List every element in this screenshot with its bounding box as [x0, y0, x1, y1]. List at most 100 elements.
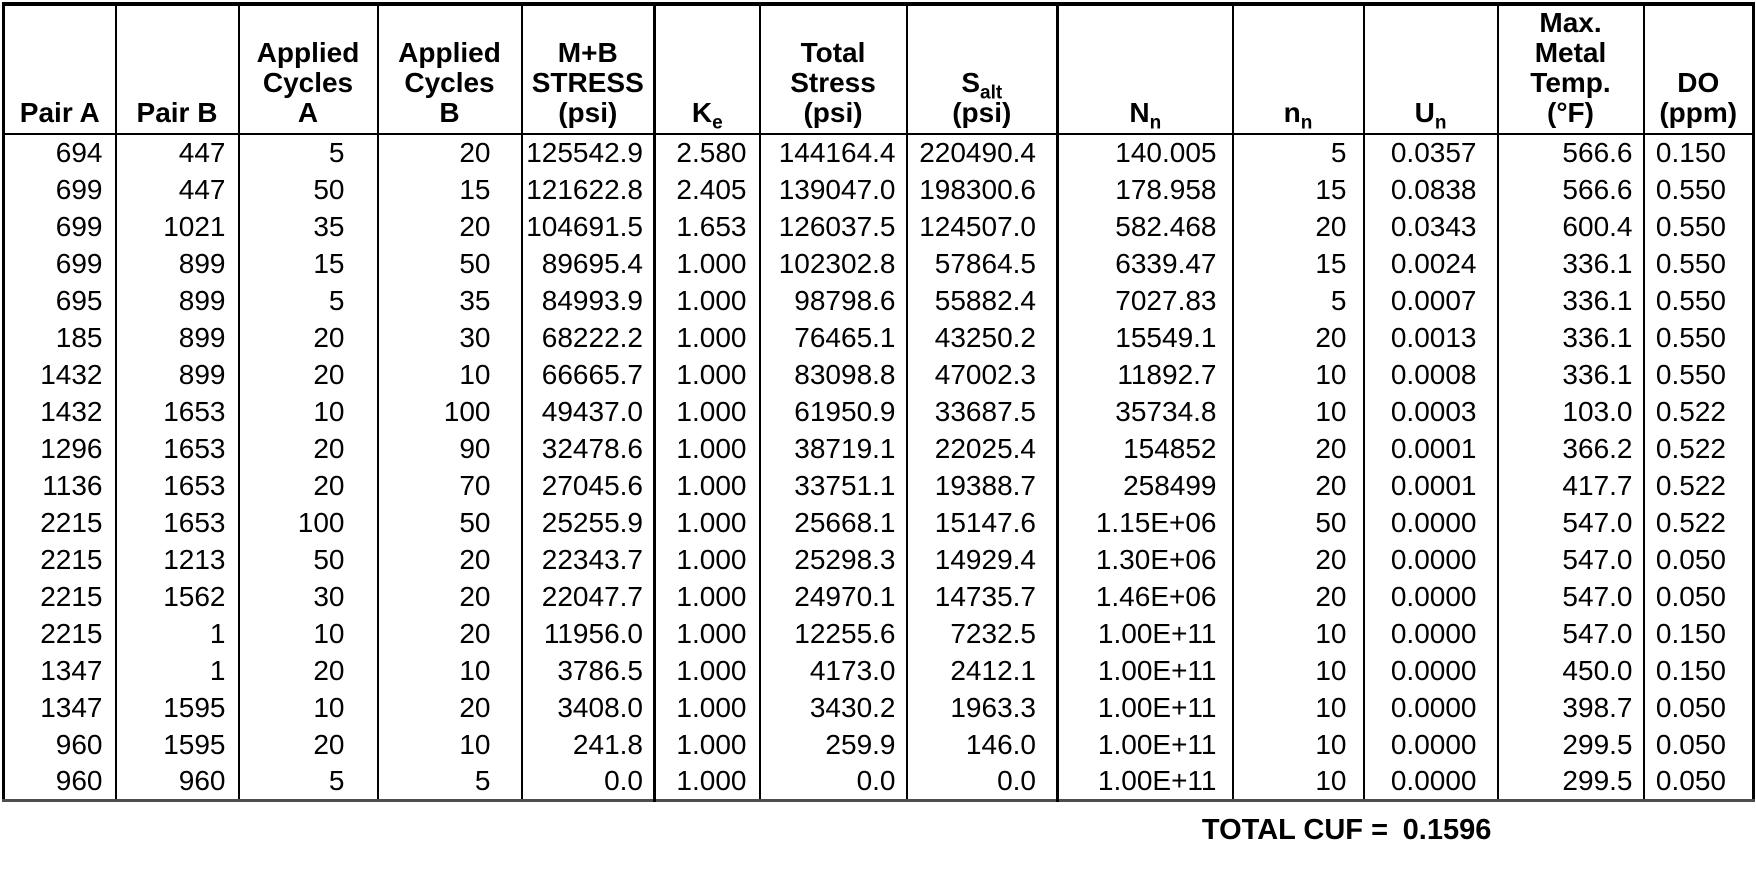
cell-ke: 1.000	[653, 504, 760, 541]
cell-un-usage: 0.0024	[1362, 245, 1498, 282]
cell-do: 0.550	[1642, 319, 1754, 356]
total-cuf-label: TOTAL CUF =	[1201, 813, 1388, 846]
cell-cycles-b: 20	[376, 208, 522, 245]
col-header-do: DO (ppm)	[1642, 4, 1754, 135]
cell-s-alt: 124507.0	[905, 208, 1058, 245]
cell-un-usage: 0.0000	[1362, 541, 1498, 578]
cell-pair-b: 447	[114, 171, 239, 208]
cell-cycles-a: 10	[237, 689, 378, 726]
cell-cycles-b: 15	[376, 171, 522, 208]
cell-un-usage: 0.0838	[1362, 171, 1498, 208]
cell-pair-a: 1347	[40, 654, 103, 686]
cell-cycles-a: 10	[237, 615, 378, 652]
cell-un-usage: 0.0000	[1362, 578, 1498, 615]
col-header-s-alt: Salt (psi)	[905, 4, 1058, 135]
cell-pair-a: 2215	[40, 506, 103, 538]
cell-mb-stress: 89695.4	[520, 245, 655, 282]
cell-ke: 1.000	[653, 467, 760, 504]
cell-nn-applied: 10	[1231, 652, 1364, 689]
cell-cycles-b: 10	[376, 652, 522, 689]
cell-max-temp: 299.5	[1496, 726, 1644, 763]
cell-nn-allowable: 15549.1	[1056, 319, 1233, 356]
cell-un-usage: 0.0000	[1362, 689, 1498, 726]
total-cuf-value: 0.1596	[1402, 813, 1492, 846]
cell-total-stress: 139047.0	[758, 171, 907, 208]
cell-pair-b: 899	[114, 356, 239, 393]
cell-cycles-a: 35	[237, 208, 378, 245]
cell-cycles-a: 15	[237, 245, 378, 282]
cell-mb-stress: 0.0	[520, 763, 655, 800]
table-body: 694 447 5 20 125542.9 2.580 144164.4 220490.4 14…	[4, 134, 1754, 800]
cell-cycles-b: 20	[376, 578, 522, 615]
cell-cycles-a: 30	[237, 578, 378, 615]
cell-total-stress: 76465.1	[758, 319, 907, 356]
cell-ke: 1.000	[653, 652, 760, 689]
cell-ke: 1.000	[653, 578, 760, 615]
cell-un-usage: 0.0000	[1362, 504, 1498, 541]
cell-nn-allowable: 582.468	[1056, 208, 1233, 245]
cell-nn-applied: 5	[1231, 134, 1364, 171]
cell-nn-applied: 50	[1231, 504, 1364, 541]
cell-s-alt: 0.0	[905, 763, 1058, 800]
cell-cycles-a: 20	[237, 467, 378, 504]
cell-nn-applied: 20	[1231, 467, 1364, 504]
cell-ke: 2.405	[653, 171, 760, 208]
cell-cycles-a: 50	[237, 171, 378, 208]
cell-cycles-b: 100	[376, 393, 522, 430]
cell-max-temp: 417.7	[1496, 467, 1644, 504]
cell-total-stress: 38719.1	[758, 430, 907, 467]
cell-mb-stress: 25255.9	[520, 504, 655, 541]
cell-total-stress: 83098.8	[758, 356, 907, 393]
cell-pair-b: 899	[114, 319, 239, 356]
cell-nn-applied: 15	[1231, 171, 1364, 208]
cell-nn-applied: 20	[1231, 319, 1364, 356]
cell-pair-b: 1653	[114, 504, 239, 541]
cell-do: 0.522	[1642, 430, 1754, 467]
cell-max-temp: 336.1	[1496, 245, 1644, 282]
cell-nn-allowable: 140.005	[1056, 134, 1233, 171]
cell-nn-applied: 5	[1231, 282, 1364, 319]
col-header-ke: Ke	[653, 4, 760, 135]
cell-do: 0.550	[1642, 245, 1754, 282]
cell-s-alt: 55882.4	[905, 282, 1058, 319]
cell-pair-b: 1653	[114, 393, 239, 430]
cell-pair-b: 1021	[114, 208, 239, 245]
cell-pair-b: 1	[114, 652, 239, 689]
cell-pair-a: 694	[55, 137, 103, 168]
cell-mb-stress: 66665.7	[520, 356, 655, 393]
cell-nn-allowable: 1.30E+06	[1056, 541, 1233, 578]
cell-mb-stress: 104691.5	[520, 208, 655, 245]
cell-un-usage: 0.0000	[1362, 652, 1498, 689]
total-cuf-row: TOTAL CUF = 0.1596	[0, 814, 1756, 847]
table-row: 695 899 5 35 84993.9 1.000 98798.6 55882.4 7027.…	[4, 282, 1754, 319]
cell-nn-allowable: 1.00E+11	[1056, 689, 1233, 726]
cell-cycles-b: 10	[376, 356, 522, 393]
cell-do: 0.522	[1642, 504, 1754, 541]
cell-nn-allowable: 154852	[1056, 430, 1233, 467]
cell-ke: 1.000	[653, 245, 760, 282]
cell-nn-allowable: 1.00E+11	[1056, 763, 1233, 800]
cell-total-stress: 24970.1	[758, 578, 907, 615]
cell-max-temp: 547.0	[1496, 615, 1644, 652]
cell-cycles-a: 20	[237, 319, 378, 356]
cell-max-temp: 398.7	[1496, 689, 1644, 726]
cell-pair-a: 2215	[40, 543, 103, 575]
cell-mb-stress: 11956.0	[520, 615, 655, 652]
col-header-total-stress: Total Stress (psi)	[758, 4, 907, 135]
cell-pair-b: 1653	[114, 467, 239, 504]
cell-ke: 1.000	[653, 689, 760, 726]
cell-max-temp: 336.1	[1496, 356, 1644, 393]
table-header: Pair A Pair B Applied Cycles A Applied C…	[3, 4, 1754, 135]
cell-s-alt: 14929.4	[905, 541, 1058, 578]
cell-nn-allowable: 1.00E+11	[1056, 615, 1233, 652]
col-header-nn-applied: nn	[1231, 4, 1364, 135]
cell-s-alt: 47002.3	[905, 356, 1058, 393]
cell-total-stress: 25298.3	[758, 541, 907, 578]
cell-s-alt: 57864.5	[905, 245, 1058, 282]
cell-pair-a: 960	[55, 728, 103, 760]
table-row: 2215 1 10 20 11956.0 1.000 12255.6 7232.5 1.00E+…	[4, 615, 1754, 652]
cell-total-stress: 259.9	[758, 726, 907, 763]
cell-cycles-a: 20	[237, 726, 378, 763]
cell-do: 0.550	[1642, 282, 1754, 319]
